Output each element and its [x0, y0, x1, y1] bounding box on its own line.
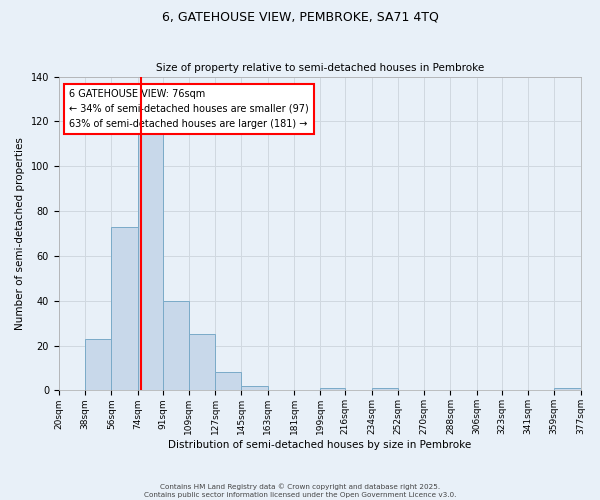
Bar: [371, 388, 398, 390]
Text: 6 GATEHOUSE VIEW: 76sqm
← 34% of semi-detached houses are smaller (97)
63% of se: 6 GATEHOUSE VIEW: 76sqm ← 34% of semi-de…: [69, 89, 309, 128]
Bar: [189, 334, 215, 390]
Text: 6, GATEHOUSE VIEW, PEMBROKE, SA71 4TQ: 6, GATEHOUSE VIEW, PEMBROKE, SA71 4TQ: [161, 10, 439, 23]
Bar: [320, 388, 345, 390]
Bar: [215, 372, 241, 390]
Text: Contains HM Land Registry data © Crown copyright and database right 2025.
Contai: Contains HM Land Registry data © Crown c…: [144, 484, 456, 498]
Bar: [112, 227, 137, 390]
Title: Size of property relative to semi-detached houses in Pembroke: Size of property relative to semi-detach…: [155, 63, 484, 73]
Bar: [163, 301, 189, 390]
Bar: [85, 339, 112, 390]
Y-axis label: Number of semi-detached properties: Number of semi-detached properties: [15, 137, 25, 330]
Bar: [137, 130, 163, 390]
Bar: [241, 386, 268, 390]
X-axis label: Distribution of semi-detached houses by size in Pembroke: Distribution of semi-detached houses by …: [168, 440, 471, 450]
Bar: [554, 388, 581, 390]
